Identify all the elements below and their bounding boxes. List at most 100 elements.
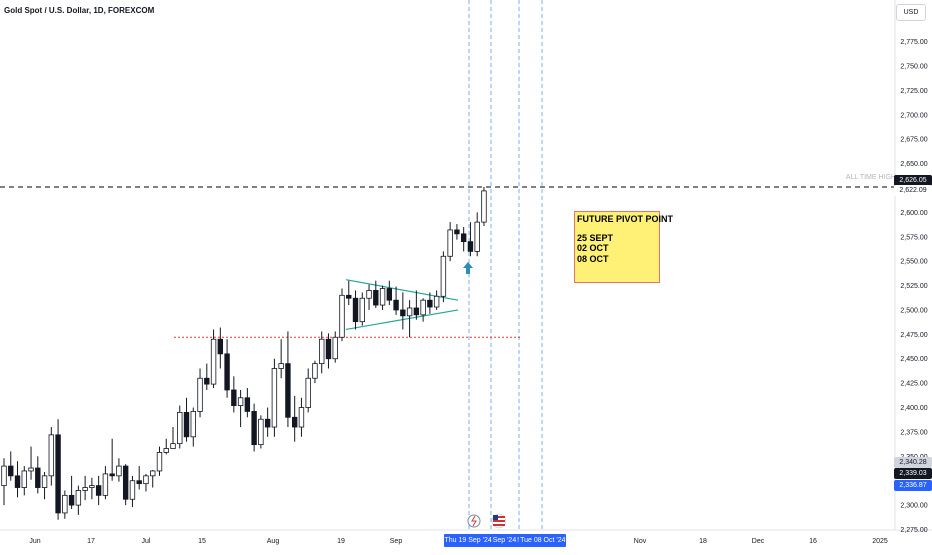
candle-body [156, 452, 163, 472]
price-tick-label: 2,375.00 [900, 429, 927, 436]
candle-body [82, 487, 88, 491]
candle-body [264, 418, 271, 428]
pivot-vertical-lines [468, 0, 543, 530]
price-tick-label: 2,475.00 [900, 332, 927, 339]
candle-body [386, 288, 393, 301]
candle-body [467, 241, 474, 252]
price-tick-label: 2,425.00 [900, 381, 927, 388]
candle-body [35, 467, 41, 488]
candle-body [251, 411, 257, 446]
candle-body [454, 229, 460, 235]
candle-body [1, 465, 7, 486]
candle-body [231, 389, 237, 406]
candle-body [122, 465, 129, 500]
price-tick-label: 2,550.00 [900, 259, 927, 266]
note-line-2: 02 OCT [577, 243, 609, 253]
price-tick-label: 2,450.00 [900, 356, 927, 363]
time-tick-label: 2025 [872, 538, 888, 545]
candle-body [75, 490, 82, 506]
candle-body [325, 338, 332, 360]
price-tick-label: 2,675.00 [900, 137, 927, 144]
candle-body [359, 297, 365, 323]
candle-body [224, 353, 230, 391]
candle-body [116, 465, 122, 477]
candle-body [28, 467, 34, 472]
currency-button[interactable]: USD [896, 4, 926, 21]
candle-body [210, 338, 217, 385]
time-tick-label: Jul [142, 538, 151, 545]
candle-body [68, 494, 75, 506]
price-tick-label: 2,600.00 [900, 210, 927, 217]
candle-body [150, 470, 156, 477]
all-time-high-label: ALL TIME HIGH [845, 174, 896, 181]
price-tick-label: 2,500.00 [900, 307, 927, 314]
candle-body [258, 418, 264, 446]
candle-body [312, 363, 318, 379]
price-tick-label: 2,775.00 [900, 39, 927, 46]
range-end: Tue 08 Oct '24 [520, 537, 566, 544]
time-tick-label: Aug [267, 538, 280, 545]
candle-body [170, 443, 176, 449]
price-tick-label: 2,300.00 [900, 503, 927, 510]
price-label-a: 2,340.28 [894, 457, 932, 468]
candle-body [271, 368, 278, 428]
candle-body [237, 397, 244, 406]
candle-body [447, 229, 453, 257]
candle-body [460, 233, 467, 243]
candle-body [129, 480, 136, 500]
candle-body [95, 485, 102, 496]
price-tick-label: 2,725.00 [900, 88, 927, 95]
candles-group [1, 186, 487, 520]
flash-icon[interactable] [467, 514, 481, 528]
candle-body [406, 307, 413, 317]
candle-body [204, 377, 210, 385]
note-line-3: 08 OCT [577, 253, 609, 264]
price-tick-label: 2,275.00 [900, 527, 927, 534]
candle-body [136, 480, 142, 485]
candle-body [319, 338, 325, 365]
candle-body [413, 307, 420, 316]
price-tick-label: 2,700.00 [900, 112, 927, 119]
time-tick-label: Dec [752, 538, 765, 545]
note-title: FUTURE PIVOT POINT [577, 214, 674, 224]
price-tick-label: 2,525.00 [900, 283, 927, 290]
candle-body [474, 221, 480, 252]
triangle-lower-line [345, 309, 459, 331]
candle-body [332, 336, 338, 360]
price-tick-label: 2,750.00 [900, 64, 927, 71]
candle-body [217, 338, 224, 355]
candle-body [143, 475, 149, 485]
time-tick-label: 18 [699, 538, 707, 545]
candle-body [109, 473, 115, 477]
price-label-c: 2,336.87 [894, 480, 932, 491]
price-tick-label: 2,400.00 [900, 405, 927, 412]
candle-body [285, 363, 291, 418]
candle-body [41, 475, 48, 488]
candle-body [21, 470, 27, 488]
time-tick-label: 16 [809, 538, 817, 545]
candle-body [62, 494, 68, 514]
time-tick-label: 17 [87, 538, 95, 545]
candle-body [379, 288, 386, 306]
candle-body [55, 434, 61, 514]
selected-date-range[interactable]: Thu 19 Sep '24 Sep '24 ! Tue 08 Oct '24 [444, 534, 566, 547]
candle-body [481, 190, 487, 223]
candle-body [48, 434, 55, 477]
candle-body [177, 412, 183, 445]
candle-body [102, 473, 109, 496]
range-mid: Sep '24 [492, 537, 517, 544]
candle-body [163, 448, 169, 453]
price-tick-label: 2,650.00 [900, 161, 927, 168]
future-pivot-note[interactable]: FUTURE PIVOT POINT 25 SEPT 02 OCT 08 OCT [574, 211, 674, 283]
candle-body [183, 412, 190, 438]
candle-body [244, 397, 251, 412]
candle-body [305, 377, 311, 408]
price-label-last: 2,622.09 [894, 185, 932, 196]
us-flag-icon[interactable] [491, 513, 507, 529]
range-sep: ! [517, 537, 520, 544]
candle-body [197, 377, 203, 412]
candle-body [190, 411, 196, 438]
candle-body [346, 294, 352, 299]
